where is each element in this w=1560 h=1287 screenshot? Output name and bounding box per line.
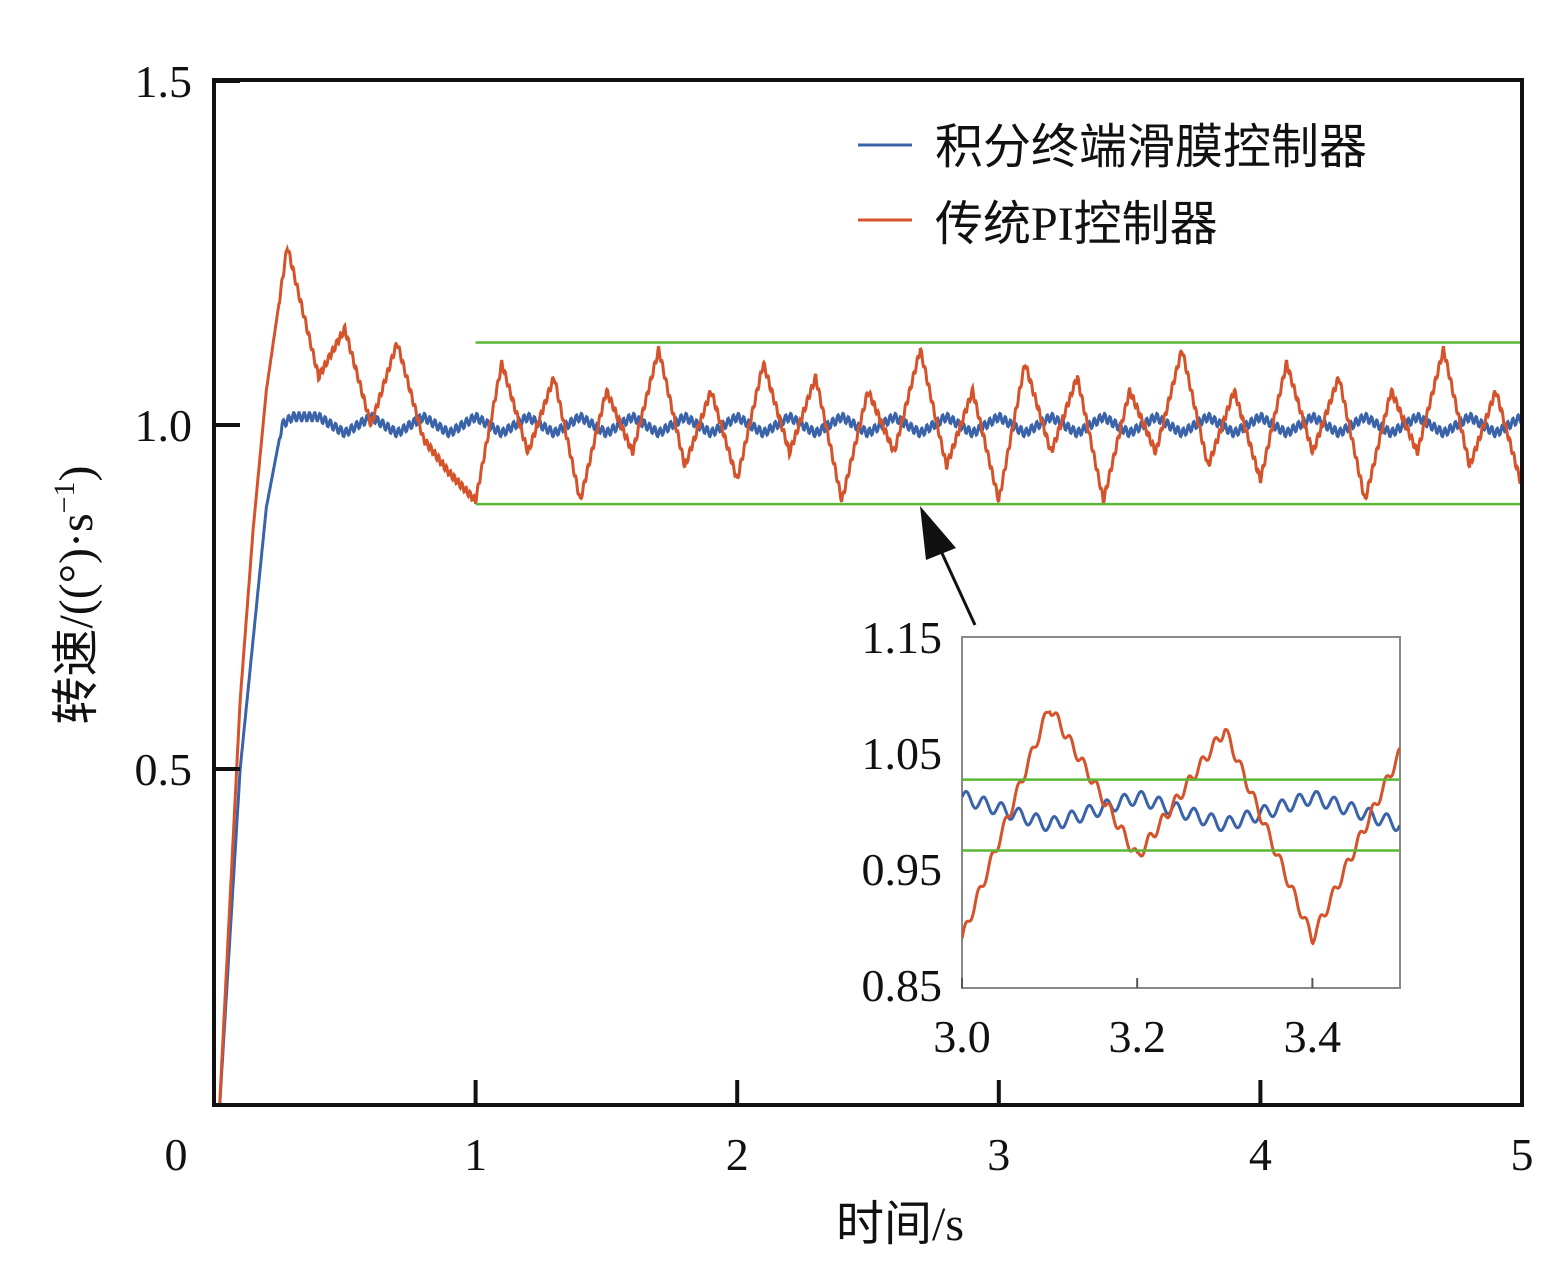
inset-x-tick-label: 3.0 xyxy=(933,1011,991,1062)
y-tick-label: 1.5 xyxy=(135,56,193,107)
inset-x-tick-label: 3.4 xyxy=(1284,1011,1342,1062)
main-axes-frame xyxy=(212,78,1524,1107)
inset-y-tick-label: 1.05 xyxy=(862,728,943,779)
main-plot-area xyxy=(218,244,1522,1105)
main-ticks: 0 1 2 3 4 5 0.5 1.0 1.5 xyxy=(135,56,1534,1180)
svg-text:转速/((°)·s−1): 转速/((°)·s−1) xyxy=(48,465,103,724)
y-tick-label: 1.0 xyxy=(135,400,193,451)
y-axis-title: 转速/((°)·s−1) xyxy=(48,465,103,724)
x-axis-title: 时间/s xyxy=(836,1198,964,1251)
y-tick-label: 0.5 xyxy=(135,744,193,795)
inset-x-tick-label: 3.2 xyxy=(1108,1011,1166,1062)
inset-y-tick-label: 1.15 xyxy=(862,612,943,663)
y-axis-title-main: 转速/((°)·s xyxy=(50,513,103,724)
x-tick-label: 0 xyxy=(165,1129,188,1180)
series-line-smc xyxy=(962,789,1400,833)
x-tick-label: 4 xyxy=(1249,1129,1272,1180)
zoom-arrow xyxy=(920,506,977,626)
legend-label-smc: 积分终端滑膜控制器 xyxy=(935,121,1367,174)
inset-ticks: 3.0 3.2 3.4 0.85 0.95 1.05 1.15 xyxy=(862,612,1342,1062)
legend: 积分终端滑膜控制器 传统PI控制器 xyxy=(858,121,1367,251)
series-line-pi xyxy=(218,244,1522,1105)
x-tick-label: 2 xyxy=(726,1129,749,1180)
x-tick-label: 5 xyxy=(1511,1129,1534,1180)
legend-label-pi: 传统PI控制器 xyxy=(935,198,1218,251)
x-tick-label: 1 xyxy=(464,1129,487,1180)
inset-plot-area xyxy=(962,710,1400,946)
series-line-pi xyxy=(962,710,1400,946)
y-axis-title-close: ) xyxy=(50,465,103,481)
x-tick-label: 3 xyxy=(987,1129,1010,1180)
inset-y-tick-label: 0.95 xyxy=(862,844,943,895)
y-axis-title-sup: −1 xyxy=(48,481,81,513)
inset-y-tick-label: 0.85 xyxy=(862,960,943,1011)
